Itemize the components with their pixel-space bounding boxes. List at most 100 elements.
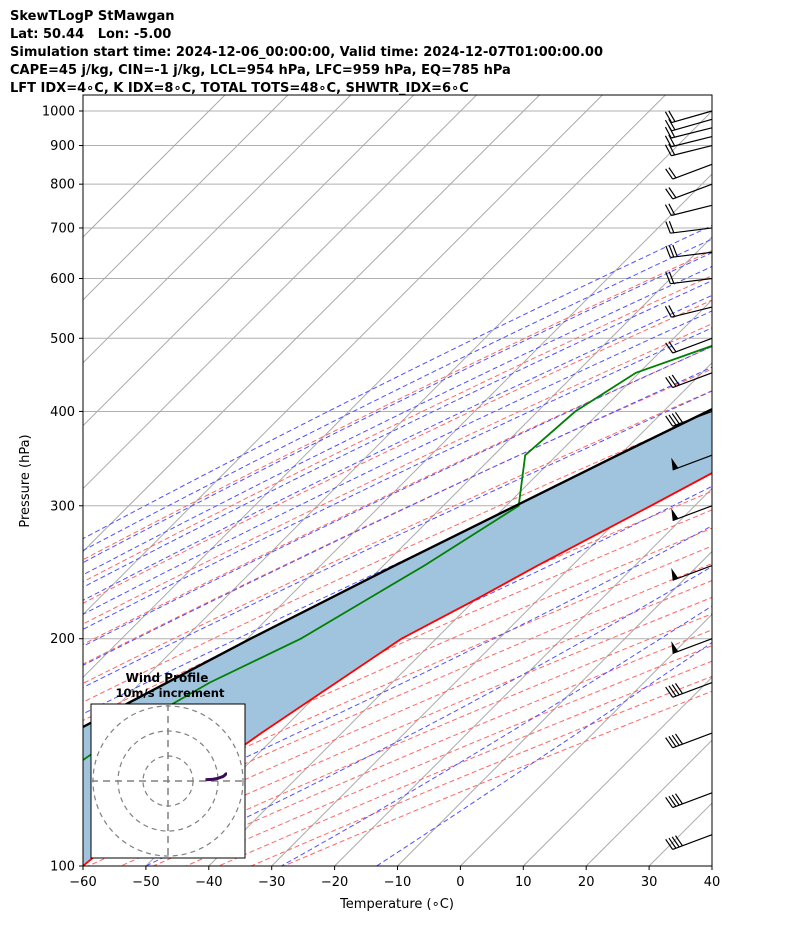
wind-barb-feather (668, 375, 677, 387)
wind-barb (664, 143, 713, 157)
wind-barb-staff (671, 118, 713, 132)
isotherm-line (83, 95, 666, 679)
moist-adiabat-line (83, 345, 712, 647)
dry-adiabat-line (83, 490, 712, 774)
dry-adiabat-line (83, 527, 712, 807)
wind-barb (664, 125, 713, 139)
wind-barb (671, 564, 713, 581)
wind-barb-feather (668, 134, 676, 147)
isotherm-line (83, 95, 352, 364)
y-tick-label: 1000 (42, 104, 75, 119)
wind-barb-pennant (671, 568, 679, 581)
wind-barb-feather (664, 144, 672, 157)
wind-barb (665, 410, 713, 427)
isotherm-line (83, 95, 603, 616)
dry-adiabat-line (218, 660, 712, 866)
wind-barb-feather (668, 305, 676, 317)
isotherm-line (145, 299, 712, 866)
wind-barb (665, 337, 713, 354)
wind-barb-feather (674, 793, 683, 805)
x-tick-label: −30 (258, 875, 285, 890)
moist-adiabat-line (83, 366, 712, 666)
wind-barb-staff (672, 163, 713, 180)
wind-barb-feather (668, 837, 677, 849)
wind-barb-staff (672, 372, 713, 389)
moist-adiabat-line (83, 280, 712, 588)
x-tick-label: 40 (704, 875, 721, 890)
wind-barb-feather (665, 797, 674, 808)
y-axis-label: Pressure (hPa) (18, 434, 33, 527)
wind-barb-feather (672, 244, 678, 257)
wind-barb-feather (674, 683, 683, 694)
wind-barb-feather (671, 836, 680, 848)
wind-barb-feather (668, 341, 677, 353)
wind-barb (665, 183, 713, 200)
wind-barb (664, 305, 713, 318)
moist-adiabat-line (83, 265, 712, 576)
hodograph-panel: Wind Profile 10m/s increment (90, 671, 246, 859)
x-tick-label: 20 (578, 875, 595, 890)
wind-barb (664, 203, 713, 217)
wind-barb-staff (672, 792, 713, 809)
station-location: Lat: 50.44 Lon: -5.00 (10, 27, 172, 42)
isotherm-line (83, 95, 289, 301)
x-tick-label: −20 (321, 875, 348, 890)
parcel-profile-line (83, 407, 712, 729)
wind-barb-feather (668, 736, 677, 747)
wind-barb (665, 244, 713, 259)
wind-barb-feather (665, 737, 674, 749)
wind-barb-feather (664, 204, 672, 216)
profile-lines (83, 344, 712, 866)
wind-barb-feather (665, 188, 674, 200)
y-tick-label: 400 (50, 405, 75, 420)
wind-barb-feather (665, 342, 674, 354)
y-tick-label: 300 (50, 499, 75, 514)
isotherm-line (208, 362, 712, 866)
wind-barb-pennant (671, 641, 679, 654)
wind-barb-staff (672, 183, 713, 200)
wind-barbs (664, 110, 713, 851)
y-tick-label: 200 (50, 632, 75, 647)
wind-barb (671, 505, 713, 522)
wind-barb-feather (674, 733, 683, 745)
isotherm-line (711, 865, 712, 866)
y-tick-label: 500 (50, 332, 75, 347)
wind-barb (665, 732, 713, 749)
wind-barb-feather (665, 168, 674, 180)
wind-barb-feather (665, 245, 671, 258)
wind-barb (671, 454, 713, 471)
wind-barb (665, 271, 713, 285)
wind-barb (664, 110, 713, 124)
wind-barb-feather (668, 245, 675, 258)
chart-title-block: SkewTLogP StMawgan Lat: 50.44 Lon: -5.00… (10, 8, 603, 98)
wind-barb-feather (665, 686, 674, 698)
wind-barb-feather (664, 111, 673, 123)
moist-adiabat-line (83, 310, 712, 615)
wind-barb-feather (671, 794, 680, 806)
isotherm-line (83, 95, 226, 238)
x-tick-label: −10 (384, 875, 411, 890)
wind-barb-staff (672, 454, 713, 471)
wind-barb (664, 134, 713, 148)
wind-barb-staff (670, 227, 713, 234)
dewpoint-profile-line (83, 344, 712, 762)
wind-barb-staff (672, 505, 713, 522)
wind-barb (665, 163, 713, 180)
wind-barb-staff (670, 277, 713, 285)
wind-barb-feather (668, 203, 676, 215)
moist-adiabat-line (281, 605, 712, 866)
wind-barb-staff (672, 638, 713, 655)
stability-indices: LFT IDX=4∘C, K IDX=8∘C, TOTAL TOTS=48∘C,… (10, 81, 469, 96)
simulation-times: Simulation start time: 2024-12-06_00:00:… (10, 45, 603, 60)
y-tick-label: 700 (50, 221, 75, 236)
wind-barb-pennant (671, 457, 679, 470)
wind-barb-feather (671, 684, 680, 696)
wind-barb-staff (671, 110, 713, 124)
wind-barb (671, 638, 713, 655)
x-tick-label: 30 (641, 875, 658, 890)
dry-adiabat-line (83, 346, 712, 645)
wind-barb-staff (671, 127, 713, 139)
dry-adiabat-line (83, 411, 712, 703)
y-tick-label: 800 (50, 178, 75, 193)
hodograph-trace (205, 771, 227, 782)
